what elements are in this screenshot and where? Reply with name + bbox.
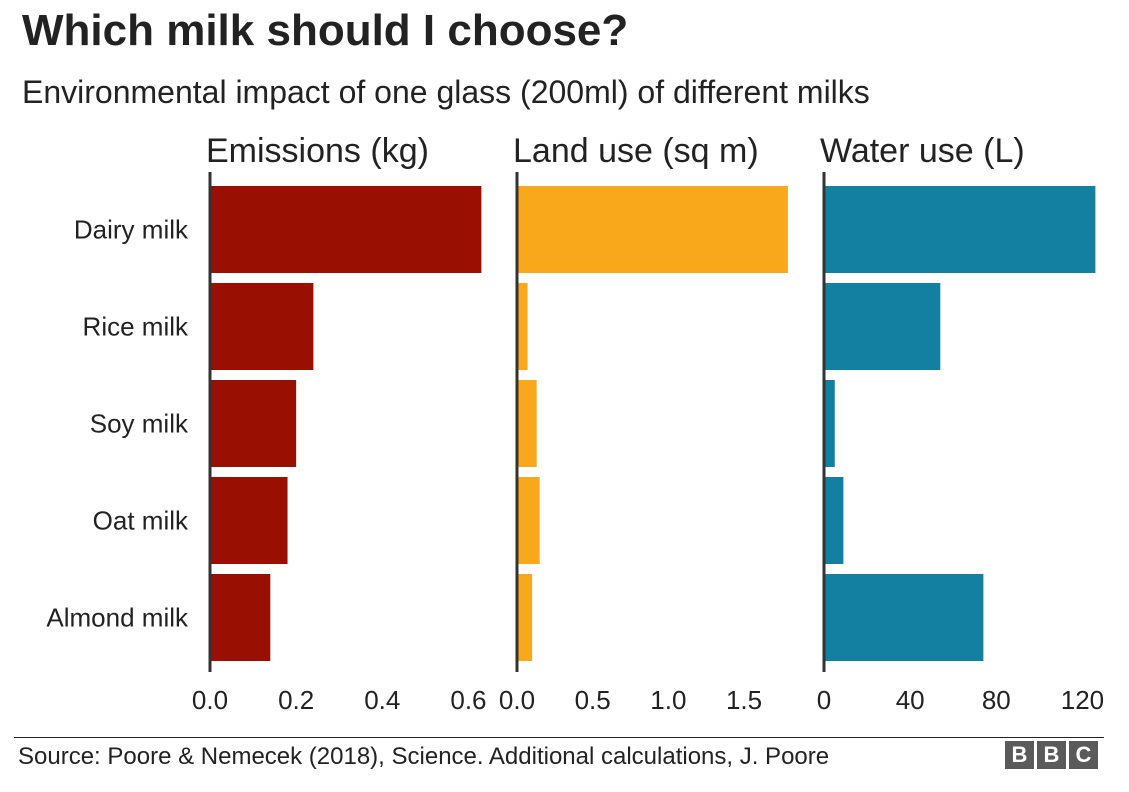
bar-soy-milk xyxy=(210,380,297,467)
panel-title: Water use (L) xyxy=(820,132,1025,170)
bar-dairy-milk xyxy=(824,186,1096,273)
tick-label: 0 xyxy=(817,685,831,715)
panel-title: Land use (sq m) xyxy=(513,132,759,170)
category-label: Almond milk xyxy=(46,603,189,633)
tick-label: 0.2 xyxy=(278,685,314,715)
tick-label: 0.0 xyxy=(192,685,228,715)
bar-rice-milk xyxy=(824,283,941,370)
bar-almond-milk xyxy=(824,574,984,661)
bar-dairy-milk xyxy=(517,186,788,273)
category-label: Dairy milk xyxy=(74,215,189,245)
chart-title: Which milk should I choose? xyxy=(22,6,629,55)
category-label: Rice milk xyxy=(83,312,189,342)
bar-rice-milk xyxy=(210,283,314,370)
tick-label: 1.5 xyxy=(726,685,762,715)
bar-chart: Dairy milk Rice milk Soy milk Oat milk Almon… xyxy=(46,132,1104,715)
panel-title: Emissions (kg) xyxy=(206,132,429,170)
tick-label: 40 xyxy=(896,685,925,715)
category-label: Oat milk xyxy=(93,506,189,536)
bar-rice-milk xyxy=(517,283,528,370)
chart-subtitle: Environmental impact of one glass (200ml… xyxy=(22,74,870,110)
tick-label: 0.4 xyxy=(364,685,400,715)
tick-label: 0.0 xyxy=(499,685,535,715)
footer-divider xyxy=(14,737,1104,738)
tick-label: 0.5 xyxy=(575,685,611,715)
bar-soy-milk xyxy=(517,380,537,467)
bar-soy-milk xyxy=(824,380,835,467)
category-label: Soy milk xyxy=(90,409,189,439)
tick-label: 0.6 xyxy=(450,685,486,715)
bar-almond-milk xyxy=(210,574,271,661)
tick-label: 120 xyxy=(1061,685,1104,715)
bar-oat-milk xyxy=(210,477,288,564)
tick-label: 80 xyxy=(982,685,1011,715)
bar-oat-milk xyxy=(824,477,844,564)
bar-almond-milk xyxy=(517,574,533,661)
bar-dairy-milk xyxy=(210,186,482,273)
source-note: Source: Poore & Nemecek (2018), Science.… xyxy=(18,743,830,770)
bar-oat-milk xyxy=(517,477,540,564)
tick-label: 1.0 xyxy=(650,685,686,715)
logo-letter: B xyxy=(1037,741,1066,769)
logo-letter: B xyxy=(1005,741,1034,769)
logo-letter: C xyxy=(1069,741,1098,769)
